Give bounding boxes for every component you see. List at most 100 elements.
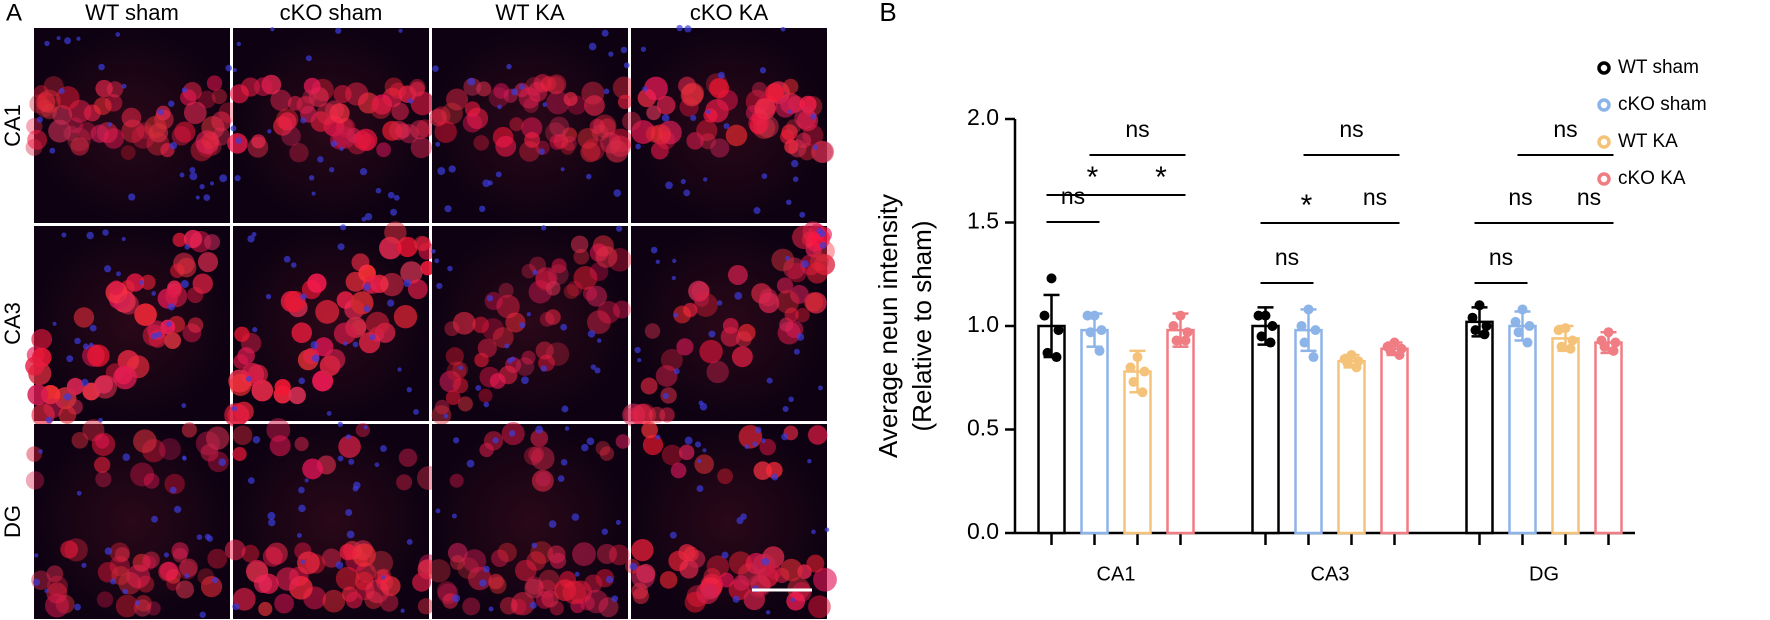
nucleus [594,367,601,374]
cell [289,143,309,163]
nucleus [540,365,547,372]
nucleus [495,171,502,178]
cell [409,78,426,96]
nucleus [305,55,312,62]
cell [608,544,630,566]
cell [376,142,391,158]
data-point [1168,321,1179,331]
nucleus [650,246,658,254]
cell [546,76,565,95]
cell [135,595,152,612]
row-label: CA1 [0,104,25,147]
cell [198,90,216,109]
nucleus [781,433,789,441]
data-point [1256,331,1267,342]
bar [1294,328,1323,535]
nucleus [169,486,177,494]
cell [409,119,430,140]
bar [1080,328,1109,535]
nucleus [506,358,513,364]
nucleus [335,561,344,570]
cell [782,78,799,95]
nucleus [247,477,255,484]
nucleus [620,46,628,54]
nucleus [431,249,436,254]
cell [524,77,544,96]
cell [765,83,784,102]
cell [120,145,136,160]
cell [380,272,404,297]
nucleus [483,401,490,408]
cell [364,591,383,610]
cell [180,89,197,106]
nucleus [82,343,90,350]
nucleus [204,533,211,540]
nucleus [434,258,440,264]
cell [427,559,451,583]
nucleus [267,129,272,134]
cell [584,589,609,614]
nucleus [574,571,580,577]
nucleus [56,36,61,41]
nucleus [326,411,332,416]
cell [449,473,464,488]
nucleus [397,367,402,372]
nucleus [251,232,257,237]
nucleus [268,518,276,527]
nucleus [561,405,569,413]
nucleus [788,396,794,403]
cell [307,273,327,293]
cell [276,567,300,591]
nucleus [482,565,490,573]
cell [492,327,514,349]
nucleus [752,441,758,447]
cell [806,262,828,284]
cell [514,82,530,98]
cell [444,321,460,337]
significance-label: ns [1577,184,1601,210]
data-point [1567,335,1578,346]
nucleus [374,462,380,468]
nucleus [531,542,538,549]
cell [114,546,130,562]
nucleus [157,108,164,116]
nucleus [603,88,610,95]
cell [644,323,661,339]
cell [420,260,435,276]
nucleus [335,27,342,34]
cell [622,111,642,131]
nucleus [661,114,670,122]
nucleus [311,191,316,196]
data-point [1046,273,1057,284]
nucleus [234,175,241,182]
nucleus [676,24,683,32]
nucleus [252,435,261,444]
legend-marker [1597,135,1611,149]
cell [297,551,320,575]
cell [521,263,537,279]
cell [529,256,547,274]
bar [1037,324,1066,535]
cell [164,332,182,349]
bar [1123,370,1152,535]
cell [466,107,489,130]
nucleus [247,235,255,243]
nucleus [128,193,136,201]
cell [369,550,394,575]
nucleus [89,324,97,332]
cell [546,90,570,115]
cell [525,576,544,595]
nucleus [121,83,127,89]
nucleus [290,262,297,268]
nucleus [437,167,446,176]
cell [115,594,139,618]
nucleus [451,513,457,519]
cell [781,124,798,141]
nucleus [529,601,537,609]
nucleus [317,156,324,163]
cell [345,271,366,292]
cell [524,578,544,599]
nucleus [444,205,452,213]
legend-marker [1597,61,1611,75]
cell [71,432,89,449]
